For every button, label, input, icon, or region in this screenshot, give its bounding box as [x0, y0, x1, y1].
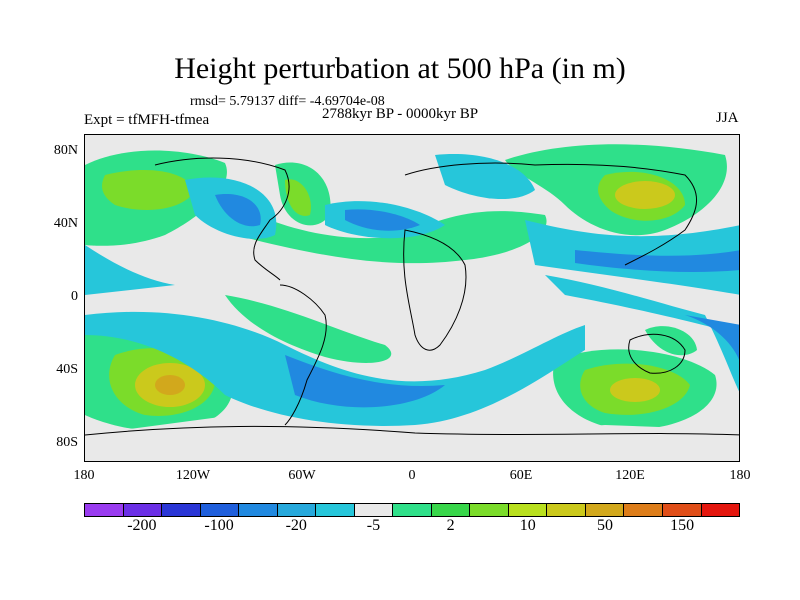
map-panel — [84, 134, 740, 462]
colorbar-swatch — [662, 504, 702, 516]
lon-label-60w: 60W — [288, 468, 316, 483]
colorbar-swatch — [162, 504, 201, 516]
lon-label-180w: 180 — [73, 468, 95, 483]
colorbar-swatch — [277, 504, 317, 516]
experiment-label: Expt = tfMFH-tfmea — [84, 112, 210, 128]
colorbar-swatch — [701, 504, 740, 516]
colorbar-label: -200 — [127, 517, 157, 534]
colorbar-swatch — [354, 504, 394, 516]
lon-label-60e: 60E — [509, 468, 533, 483]
colorbar-label: 2 — [446, 517, 455, 534]
colorbar-swatch — [470, 504, 509, 516]
colorbar-label: -100 — [204, 517, 234, 534]
lat-label-40s: 40S — [56, 362, 78, 377]
colorbar-swatch — [393, 504, 432, 516]
lon-label-0: 0 — [408, 468, 416, 483]
colorbar-label: -20 — [285, 517, 307, 534]
colorbar-swatch — [508, 504, 548, 516]
colorbar-label: 10 — [519, 517, 536, 534]
colorbar-swatch — [547, 504, 586, 516]
colorbar-swatch — [85, 504, 124, 516]
colorbar-label: 150 — [670, 517, 695, 534]
rmsd-stats: rmsd= 5.79137 diff= -4.69704e-08 — [190, 94, 385, 109]
period-label: 2788kyr BP - 0000kyr BP — [322, 106, 479, 122]
colorbar-swatch — [123, 504, 163, 516]
lon-label-120e: 120E — [615, 468, 645, 483]
colorbar-swatch — [316, 504, 355, 516]
lat-label-80n: 80N — [53, 143, 78, 158]
colorbar-swatch — [624, 504, 663, 516]
colorbar-label: -5 — [366, 517, 381, 534]
lat-label-40n: 40N — [53, 216, 78, 231]
colorbar — [84, 503, 740, 517]
colorbar-swatch — [585, 504, 625, 516]
lon-label-120w: 120W — [175, 468, 211, 483]
lat-label-0: 0 — [71, 289, 78, 304]
colorbar-label: 50 — [596, 517, 613, 534]
chart-title: Height perturbation at 500 hPa (in m) — [174, 52, 626, 85]
colorbar-swatch — [239, 504, 278, 516]
lat-label-80s: 80S — [56, 435, 78, 450]
colorbar-swatch — [431, 504, 471, 516]
season-label: JJA — [716, 110, 739, 126]
height-perturbation-field — [85, 144, 739, 461]
colorbar-swatch — [200, 504, 240, 516]
lon-label-180e: 180 — [729, 468, 751, 483]
